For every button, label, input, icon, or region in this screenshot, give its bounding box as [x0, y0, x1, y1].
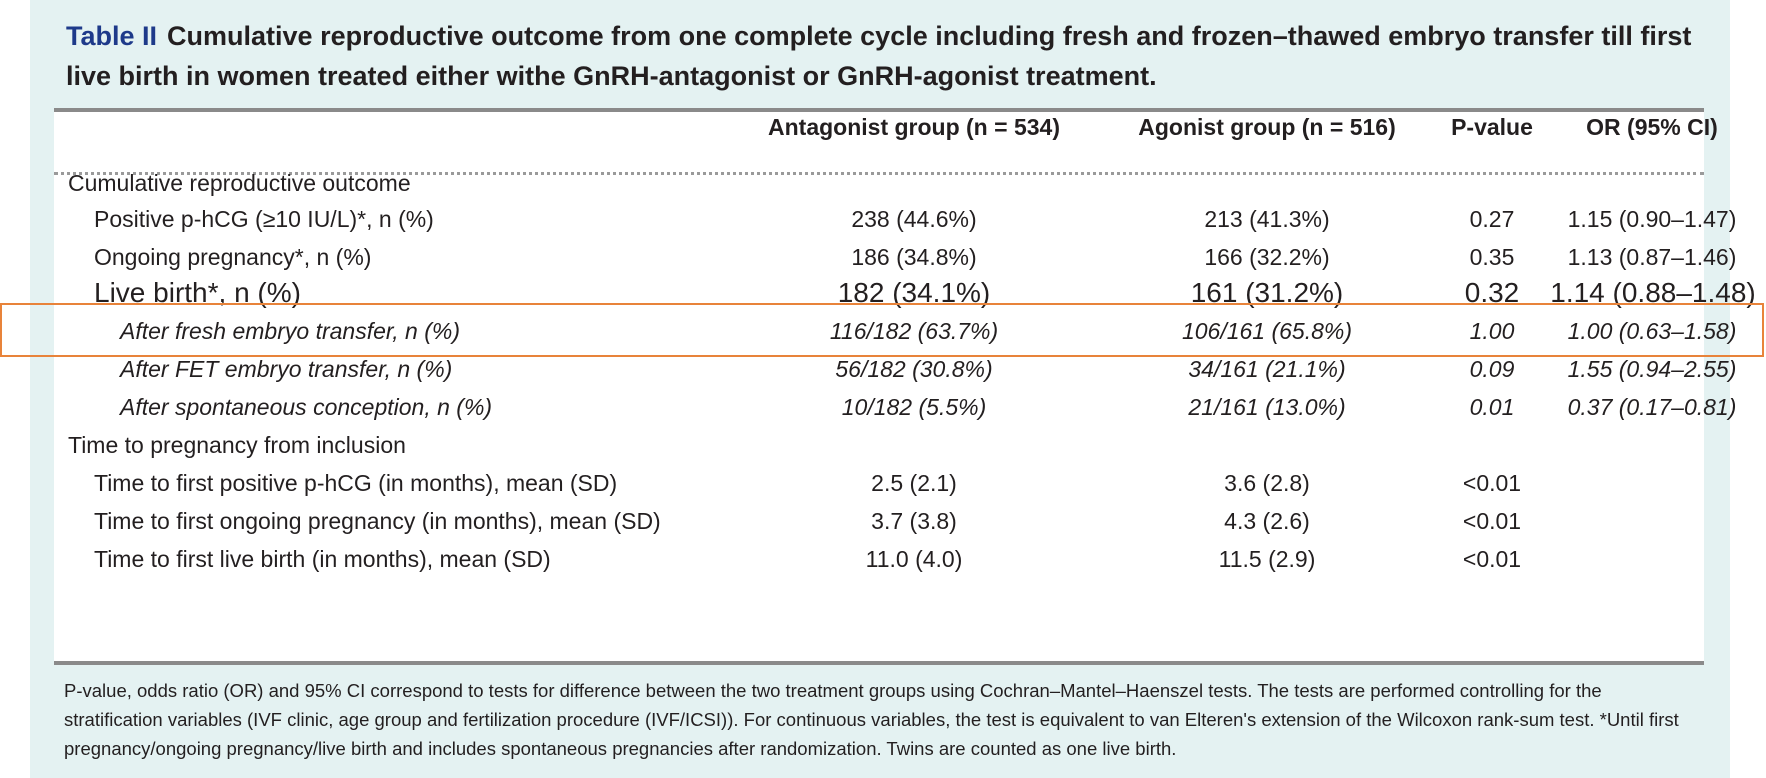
cell-odds-ratio: 1.13 (0.87–1.46)	[1567, 244, 1737, 270]
cell-antagonist: 10/182 (5.5%)	[841, 394, 987, 420]
cell-antagonist: 2.5 (2.1)	[871, 470, 957, 496]
cell-p-value: <0.01	[1462, 470, 1522, 496]
table-row: After spontaneous conception, n (%) 10/1…	[54, 392, 1736, 432]
row-label: After spontaneous conception, n (%)	[120, 394, 493, 420]
row-label: Ongoing pregnancy*, n (%)	[94, 244, 372, 270]
table-row-highlighted: Live birth*, n (%) 182 (34.1%) 161 (31.2…	[54, 277, 1756, 318]
cell-p-value: <0.01	[1462, 546, 1522, 572]
table-row: Time to first positive p-hCG (in months)…	[54, 468, 1704, 508]
table-row: Time to first ongoing pregnancy (in mont…	[54, 506, 1704, 546]
cell-p-value: 0.09	[1469, 356, 1515, 382]
cell-odds-ratio: 1.15 (0.90–1.47)	[1567, 206, 1737, 232]
row-label: Cumulative reproductive outcome	[68, 170, 411, 196]
table-number: Table II	[66, 21, 158, 51]
cell-agonist: 161 (31.2%)	[1190, 277, 1344, 308]
row-label: Time to first ongoing pregnancy (in mont…	[94, 508, 661, 534]
cell-agonist: 213 (41.3%)	[1204, 206, 1330, 232]
table-row: After FET embryo transfer, n (%) 56/182 …	[54, 354, 1736, 394]
row-label: After FET embryo transfer, n (%)	[120, 356, 453, 382]
cell-p-value: <0.01	[1462, 508, 1522, 534]
cell-antagonist: 182 (34.1%)	[837, 277, 991, 308]
header-odds-ratio: OR (95% CI)	[1586, 114, 1718, 140]
cell-antagonist: 116/182 (63.7%)	[829, 318, 999, 344]
table-row: Cumulative reproductive outcome	[54, 168, 1704, 208]
cell-odds-ratio: 1.14 (0.88–1.48)	[1550, 277, 1756, 308]
table-row: Time to pregnancy from inclusion	[54, 430, 1704, 470]
row-label: Time to first live birth (in months), me…	[94, 546, 551, 572]
table-row: After fresh embryo transfer, n (%) 116/1…	[54, 316, 1736, 356]
highlight-box	[0, 303, 1764, 357]
table-footnote: P-value, odds ratio (OR) and 95% CI corr…	[64, 680, 1679, 759]
cell-antagonist: 238 (44.6%)	[851, 206, 977, 232]
cell-odds-ratio: 0.37 (0.17–0.81)	[1567, 394, 1737, 420]
cell-agonist: 166 (32.2%)	[1204, 244, 1330, 270]
cell-antagonist: 56/182 (30.8%)	[835, 356, 993, 382]
cell-p-value: 0.27	[1469, 206, 1515, 232]
cell-agonist: 3.6 (2.8)	[1224, 470, 1310, 496]
table-row: Time to first live birth (in months), me…	[54, 544, 1704, 584]
cell-agonist: 11.5 (2.9)	[1218, 546, 1316, 572]
cell-p-value: 0.35	[1469, 244, 1515, 270]
cell-agonist: 4.3 (2.6)	[1224, 508, 1310, 534]
cell-agonist: 106/161 (65.8%)	[1181, 318, 1353, 344]
cell-p-value: 0.32	[1464, 277, 1520, 308]
table-title: Table II Cumulative reproductive outcome …	[66, 16, 1706, 96]
cell-antagonist: 186 (34.8%)	[851, 244, 977, 270]
row-label: Live birth*, n (%)	[94, 277, 301, 308]
header-antagonist: Antagonist group (n = 534)	[768, 114, 1060, 140]
cell-agonist: 21/161 (13.0%)	[1188, 394, 1346, 420]
cell-p-value: 0.01	[1469, 394, 1515, 420]
header-p-value: P-value	[1451, 114, 1533, 140]
table-caption: Cumulative reproductive outcome from one…	[66, 21, 1692, 91]
row-label: Time to first positive p-hCG (in months)…	[94, 470, 618, 496]
cell-odds-ratio: 1.00 (0.63–1.58)	[1567, 318, 1737, 344]
cell-p-value: 1.00	[1469, 318, 1515, 344]
table-row: Ongoing pregnancy*, n (%) 186 (34.8%) 16…	[54, 242, 1736, 282]
table-row: Positive p-hCG (≥10 IU/L)*, n (%) 238 (4…	[54, 204, 1736, 244]
cell-antagonist: 3.7 (3.8)	[871, 508, 957, 534]
row-label: Time to pregnancy from inclusion	[68, 432, 406, 458]
cell-antagonist: 11.0 (4.0)	[865, 546, 963, 572]
table-top-rule	[54, 108, 1704, 112]
table-bottom-rule	[54, 661, 1704, 665]
cell-agonist: 34/161 (21.1%)	[1188, 356, 1346, 382]
data-table	[54, 108, 1704, 665]
row-label: After fresh embryo transfer, n (%)	[120, 318, 461, 344]
cell-odds-ratio: 1.55 (0.94–2.55)	[1567, 356, 1737, 382]
row-label: Positive p-hCG (≥10 IU/L)*, n (%)	[94, 206, 434, 232]
header-agonist: Agonist group (n = 516)	[1138, 114, 1396, 140]
table-header-row: Antagonist group (n = 534) Agonist group…	[54, 112, 1718, 152]
header-divider	[54, 172, 1704, 175]
